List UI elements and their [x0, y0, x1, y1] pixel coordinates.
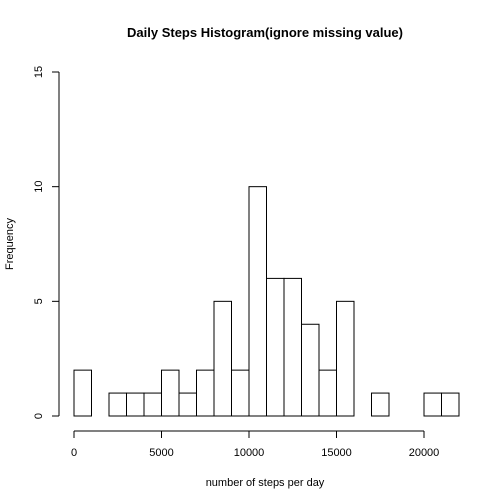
y-axis-label: Frequency	[4, 218, 16, 270]
histogram-bar-0	[73, 369, 92, 417]
bars-group	[73, 186, 460, 417]
histogram-bar-21	[441, 392, 460, 417]
y-tick-label: 5	[33, 298, 45, 304]
histogram-bar-8	[213, 300, 232, 417]
chart-title: Daily Steps Histogram(ignore missing val…	[127, 25, 403, 40]
histogram-bar-20	[423, 392, 442, 417]
histogram-bar-2	[108, 392, 127, 417]
x-tick-label: 10000	[234, 447, 265, 459]
histogram-bar-4	[143, 392, 162, 417]
histogram-bar-6	[178, 392, 197, 417]
histogram-bar-9	[231, 369, 250, 417]
x-tick-label: 0	[71, 447, 77, 459]
y-axis: 0 5 10 15	[33, 66, 60, 419]
y-tick-label: 0	[33, 413, 45, 419]
x-axis: 0 5000 10000 15000 20000	[71, 430, 440, 459]
x-tick-label: 20000	[409, 447, 440, 459]
histogram-bar-17	[371, 392, 390, 417]
histogram-bar-10	[248, 186, 267, 417]
x-tick-label: 5000	[149, 447, 173, 459]
histogram-bar-3	[126, 392, 145, 417]
histogram-bar-11	[266, 277, 285, 417]
histogram-bar-12	[283, 277, 302, 417]
histogram-bar-15	[336, 300, 355, 417]
x-axis-label: number of steps per day	[206, 477, 325, 489]
histogram-bar-7	[196, 369, 215, 417]
histogram-bar-5	[161, 369, 180, 417]
y-tick-label: 10	[33, 181, 45, 193]
histogram-bar-14	[318, 369, 337, 417]
histogram-bar-13	[301, 323, 320, 417]
x-tick-label: 15000	[321, 447, 352, 459]
y-tick-label: 15	[33, 66, 45, 78]
